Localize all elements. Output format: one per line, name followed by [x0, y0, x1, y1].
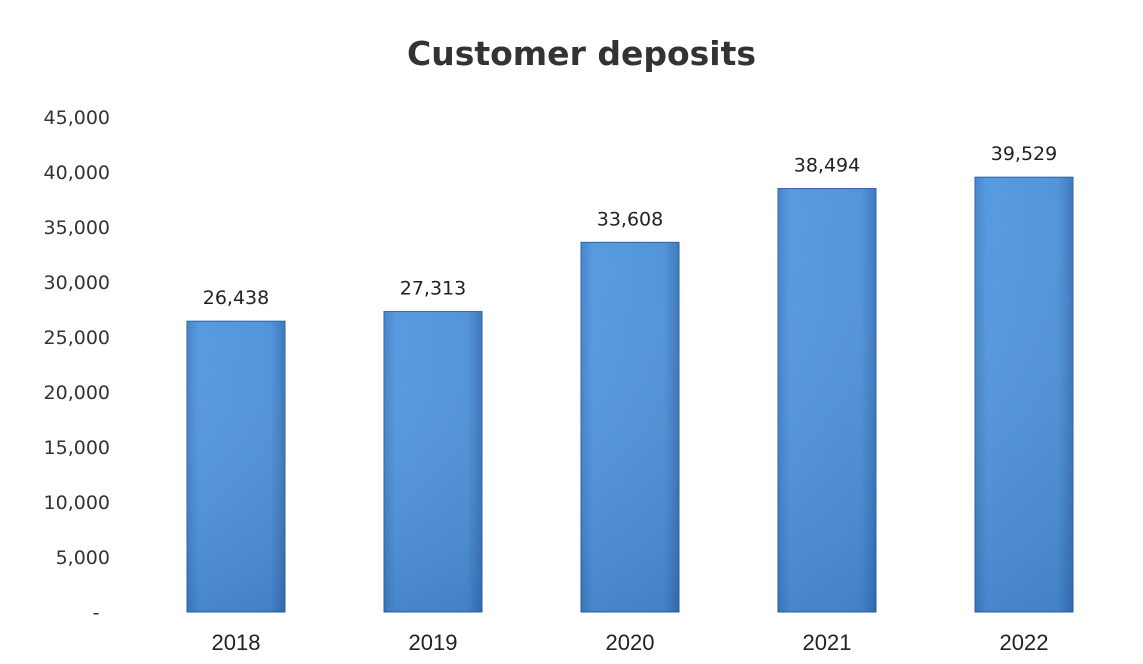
bars-group — [186, 176, 1074, 613]
y-tick-label: 20,000 — [44, 382, 110, 404]
y-tick-label: 10,000 — [44, 492, 110, 514]
y-tick-label: 45,000 — [44, 107, 110, 129]
bar-shade-2021 — [778, 188, 876, 613]
bar-shade-2018 — [187, 321, 285, 612]
data-label: 27,313 — [400, 278, 466, 300]
data-label: 38,494 — [794, 155, 860, 177]
y-axis: - 5,000 10,000 15,000 20,000 25,000 30,000 35,0… — [44, 107, 110, 624]
data-label: 26,438 — [203, 287, 269, 309]
y-tick-label: - — [93, 602, 100, 624]
y-tick-label: 25,000 — [44, 327, 110, 349]
x-tick-label: 2019 — [409, 630, 458, 655]
x-tick-label: 2018 — [212, 630, 261, 655]
x-tick-label: 2021 — [803, 630, 852, 655]
data-label: 39,529 — [991, 143, 1057, 165]
x-tick-label: 2022 — [1000, 630, 1049, 655]
bar-shade-2022 — [975, 177, 1073, 612]
y-tick-label: 35,000 — [44, 217, 110, 239]
data-label: 33,608 — [597, 208, 663, 230]
bar-shade-2019 — [384, 311, 482, 612]
bar-shade-2020 — [581, 242, 679, 612]
y-tick-label: 30,000 — [44, 272, 110, 294]
y-tick-label: 5,000 — [56, 547, 110, 569]
data-labels-group: 26,438 27,313 33,608 38,494 39,529 — [203, 143, 1057, 309]
chart-title: Customer deposits — [407, 34, 756, 73]
x-axis: 2018 2019 2020 2021 2022 — [212, 630, 1049, 655]
x-tick-label: 2020 — [606, 630, 655, 655]
y-tick-label: 15,000 — [44, 437, 110, 459]
y-tick-label: 40,000 — [44, 162, 110, 184]
